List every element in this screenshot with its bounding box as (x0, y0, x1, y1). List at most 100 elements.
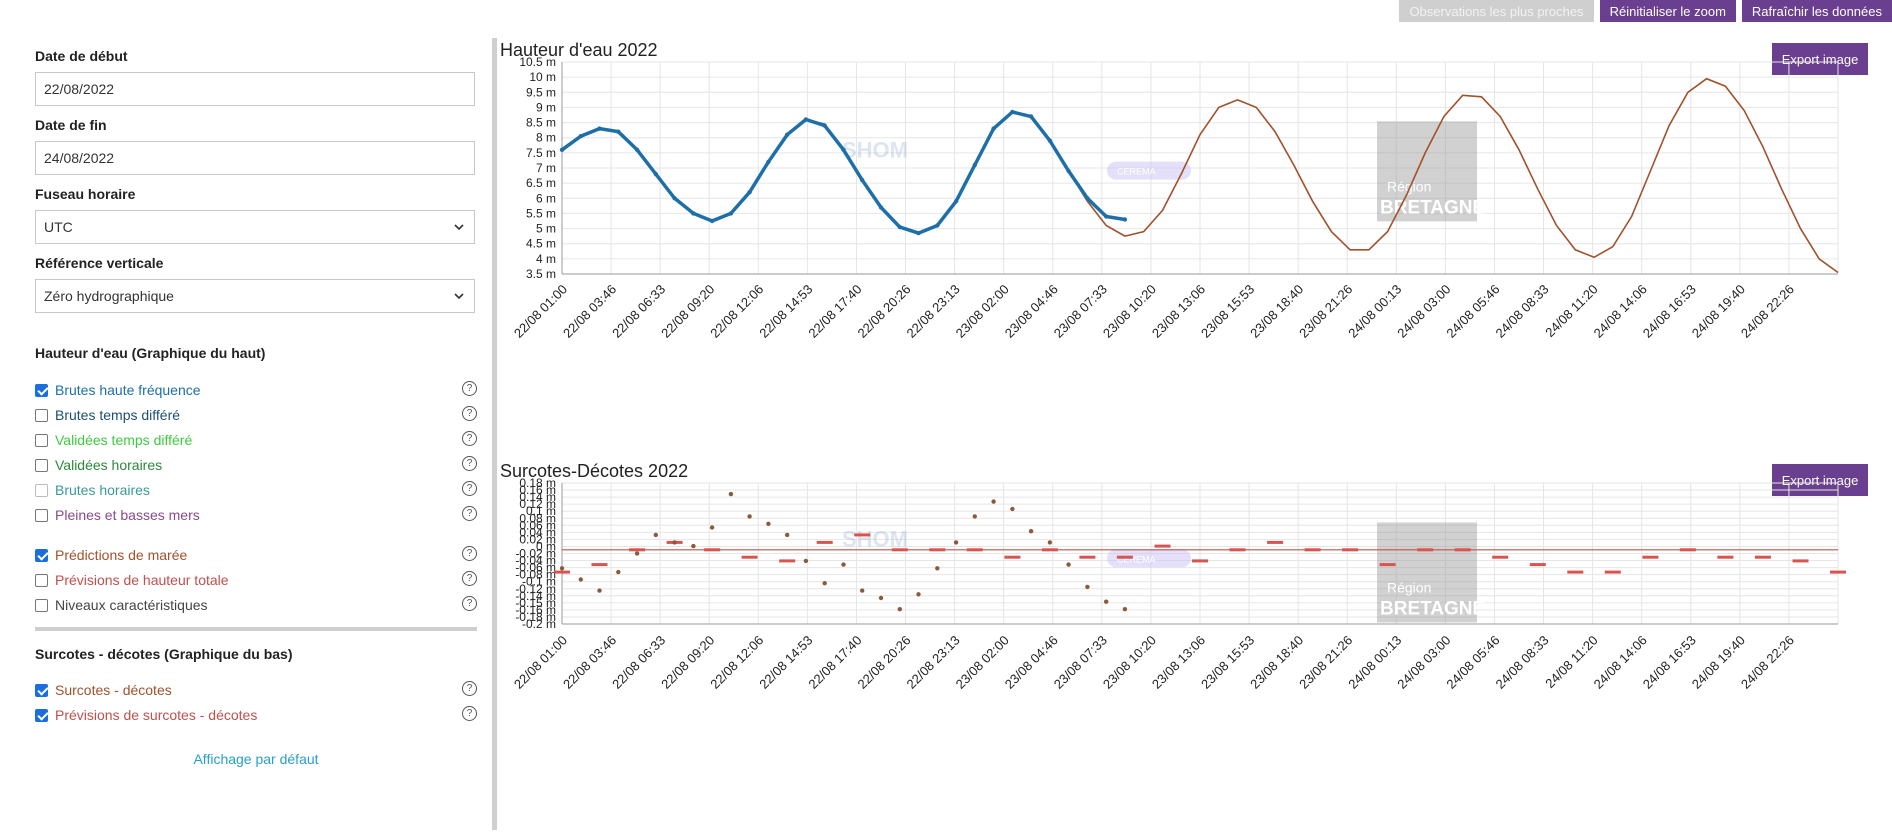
y-tick-label: 5 m (536, 222, 556, 236)
x-tick-label: 24/08 22:26 (1738, 633, 1797, 692)
x-tick-label: 23/08 21:26 (1296, 633, 1355, 692)
help-icon[interactable]: ? (462, 431, 477, 446)
checkbox[interactable] (35, 708, 48, 722)
option-row[interactable]: Brutes haute fréquence? (35, 380, 477, 400)
option-row[interactable]: Prédictions de marée? (35, 545, 477, 565)
option-label: Prévisions de hauteur totale (55, 572, 229, 588)
x-tick-label: 23/08 02:00 (953, 633, 1012, 692)
help-icon[interactable]: ? (462, 681, 477, 696)
default-view-link[interactable]: Affichage par défaut (193, 751, 319, 767)
y-tick-label: 0.06 m (519, 518, 556, 532)
help-icon[interactable]: ? (462, 381, 477, 396)
y-tick-label: 4.5 m (526, 237, 556, 251)
option-row[interactable]: Surcotes - décotes? (35, 680, 477, 700)
data-point-observed (597, 126, 602, 131)
water-height-section-title: Hauteur d'eau (Graphique du haut) (35, 345, 266, 361)
data-point-forecast (929, 548, 946, 552)
help-icon[interactable]: ? (462, 481, 477, 496)
help-icon[interactable]: ? (462, 596, 477, 611)
watermark-badge (1107, 161, 1191, 180)
y-tick-label: -0.02 m (515, 547, 556, 561)
data-point-surge (672, 540, 677, 545)
checkbox[interactable] (35, 508, 48, 522)
vertical-reference-select[interactable]: Zéro hydrographique (35, 279, 475, 313)
x-tick-label: 23/08 15:53 (1198, 282, 1257, 341)
watermark-badge-text: CEREMA (1117, 554, 1156, 564)
x-tick-label: 23/08 10:20 (1100, 633, 1159, 692)
timezone-select[interactable]: UTC (35, 210, 475, 244)
reset-zoom-button[interactable]: Réinitialiser le zoom (1599, 0, 1736, 22)
data-point-surge (822, 581, 827, 586)
region-text: Région (1387, 178, 1431, 194)
data-point-observed (1047, 138, 1053, 143)
option-label: Pleines et basses mers (55, 507, 200, 523)
vertical-reference-label: Référence verticale (35, 255, 164, 271)
option-label: Brutes temps différé (55, 407, 181, 423)
x-tick-label: 24/08 00:13 (1345, 282, 1404, 341)
closest-observations-button[interactable]: Observations les plus proches (1399, 0, 1594, 22)
data-point-forecast (1604, 570, 1621, 574)
x-tick-label: 24/08 00:13 (1345, 633, 1404, 692)
x-tick-label: 22/08 03:46 (560, 282, 619, 341)
sidebar: Date de début 22/08/2022 Date de fin 24/… (0, 0, 492, 837)
help-icon[interactable]: ? (462, 406, 477, 421)
data-point-observed (916, 230, 921, 236)
checkbox[interactable] (35, 548, 48, 562)
x-tick-label: 22/08 01:00 (511, 633, 570, 692)
help-icon[interactable]: ? (462, 546, 477, 561)
data-point-observed (935, 223, 940, 228)
data-point-observed (747, 190, 752, 195)
help-icon[interactable]: ? (462, 706, 477, 721)
option-row[interactable]: Niveaux caractéristiques? (35, 595, 477, 615)
shom-watermark: SHOM (842, 137, 908, 162)
checkbox[interactable] (35, 683, 48, 697)
data-point-surge (972, 514, 977, 519)
surge-chart: Surcotes-Décotes 2022 Export image 0.18 … (500, 461, 1892, 837)
data-point-forecast (1567, 570, 1584, 574)
surge-section-title: Surcotes - décotes (Graphique du bas) (35, 646, 293, 662)
option-row[interactable]: Brutes temps différé? (35, 405, 477, 425)
data-point-forecast (1041, 548, 1058, 552)
help-icon[interactable]: ? (462, 506, 477, 521)
data-point-observed (1028, 114, 1034, 119)
data-point-observed (1122, 217, 1128, 222)
data-point-observed (634, 147, 640, 152)
x-tick-label: 23/08 02:00 (953, 282, 1012, 341)
checkbox[interactable] (35, 433, 48, 447)
export-image-button[interactable]: Export image (1772, 43, 1868, 75)
help-icon[interactable]: ? (462, 456, 477, 471)
x-tick-label: 24/08 11:20 (1542, 633, 1600, 691)
checkbox[interactable] (35, 598, 48, 612)
data-point-forecast (629, 548, 646, 552)
option-row[interactable]: Validées horaires? (35, 455, 477, 475)
data-point-surge (709, 525, 715, 530)
chart-title: Hauteur d'eau 2022 (500, 40, 658, 60)
checkbox[interactable] (35, 458, 48, 472)
option-row[interactable]: Brutes horaires? (35, 480, 477, 500)
data-point-surge (1104, 599, 1109, 604)
option-row[interactable]: Prévisions de hauteur totale? (35, 570, 477, 590)
watermark-badge-text: CEREMA (1117, 167, 1156, 177)
data-point-surge (803, 558, 809, 564)
checkbox[interactable] (35, 483, 48, 497)
vertical-reference-value: Zéro hydrographique (44, 288, 174, 304)
end-date-input[interactable]: 24/08/2022 (35, 141, 475, 175)
data-point-surge (616, 569, 621, 575)
help-icon[interactable]: ? (462, 571, 477, 586)
option-row[interactable]: Pleines et basses mers? (35, 505, 477, 525)
checkbox[interactable] (35, 573, 48, 587)
start-date-input[interactable]: 22/08/2022 (35, 72, 475, 106)
data-point-forecast (891, 548, 908, 552)
checkbox[interactable] (35, 383, 48, 397)
option-row[interactable]: Prévisions de surcotes - décotes? (35, 705, 477, 725)
checkbox[interactable] (35, 408, 48, 422)
export-image-button[interactable]: Export image (1772, 464, 1868, 496)
y-tick-label: -0.18 m (515, 610, 556, 624)
option-row[interactable]: Validées temps différé? (35, 430, 477, 450)
data-point-forecast (1004, 555, 1021, 559)
x-tick-label: 23/08 13:06 (1149, 282, 1208, 341)
refresh-data-button[interactable]: Rafraîchir les données (1741, 0, 1892, 22)
option-label: Validées temps différé (55, 432, 193, 448)
option-label: Niveaux caractéristiques (55, 597, 208, 613)
x-tick-label: 24/08 22:26 (1738, 282, 1797, 341)
